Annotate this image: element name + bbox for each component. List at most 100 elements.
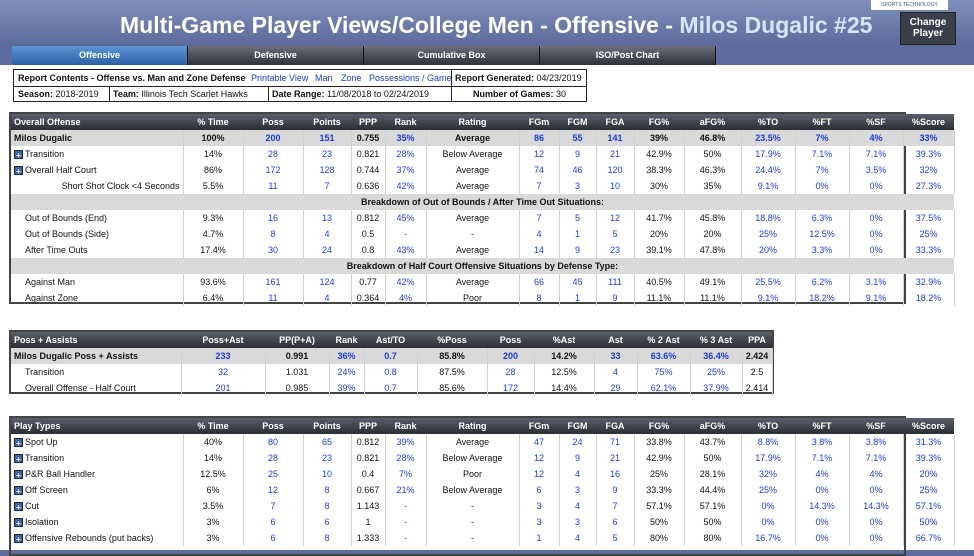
table-cell[interactable]: 55 xyxy=(559,130,596,146)
expand-icon[interactable]: + xyxy=(14,534,23,543)
tab-offensive[interactable]: Offensive xyxy=(12,46,188,65)
table-cell[interactable]: 4 xyxy=(594,364,637,380)
column-header[interactable]: aFG% xyxy=(684,114,741,130)
table-cell[interactable]: 0% xyxy=(849,226,903,242)
table-cell[interactable]: 5 xyxy=(596,226,634,242)
table-cell[interactable]: 36.4% xyxy=(690,348,742,364)
table-cell[interactable]: 20% xyxy=(903,466,954,482)
column-header[interactable]: Poss + Assists xyxy=(11,332,181,348)
table-cell[interactable]: 4 xyxy=(559,530,596,546)
table-cell[interactable]: 12 xyxy=(519,450,559,466)
table-cell[interactable]: 9 xyxy=(559,242,596,258)
table-cell[interactable]: 9.1% xyxy=(741,290,795,306)
table-cell[interactable]: 6.3% xyxy=(795,210,849,226)
table-cell[interactable]: 0% xyxy=(795,178,849,194)
table-cell[interactable]: 21% xyxy=(385,482,426,498)
table-cell[interactable]: 7% xyxy=(385,466,426,482)
expand-icon[interactable]: + xyxy=(14,470,23,479)
table-cell[interactable]: 20% xyxy=(741,242,795,258)
table-cell[interactable]: 12 xyxy=(519,146,559,162)
table-cell[interactable]: 4 xyxy=(303,226,351,242)
table-cell[interactable]: 1 xyxy=(559,226,596,242)
column-header[interactable]: %Score xyxy=(903,418,954,434)
column-header[interactable]: Poss xyxy=(487,332,534,348)
table-cell[interactable]: 124 xyxy=(303,274,351,290)
column-header[interactable]: %FT xyxy=(795,418,849,434)
table-cell[interactable]: 3 xyxy=(519,498,559,514)
table-cell[interactable]: 0% xyxy=(849,178,903,194)
table-cell[interactable]: 6 xyxy=(519,482,559,498)
table-cell[interactable]: 151 xyxy=(303,130,351,146)
table-cell[interactable]: 3 xyxy=(559,482,596,498)
table-cell[interactable]: 66 xyxy=(519,274,559,290)
table-cell[interactable]: 32% xyxy=(903,162,954,178)
column-header[interactable]: Ast xyxy=(594,332,637,348)
column-header[interactable]: FG% xyxy=(634,418,684,434)
table-cell[interactable]: 4 xyxy=(559,498,596,514)
table-cell[interactable]: - xyxy=(385,530,426,546)
column-header[interactable]: Play Types xyxy=(11,418,183,434)
table-cell[interactable]: 18.8% xyxy=(741,210,795,226)
table-cell[interactable]: 18.2% xyxy=(795,290,849,306)
table-cell[interactable]: 14.3% xyxy=(795,498,849,514)
table-cell[interactable]: 24 xyxy=(303,242,351,258)
table-cell[interactable]: 9 xyxy=(559,450,596,466)
tab-defensive[interactable]: Defensive xyxy=(188,46,364,65)
table-cell[interactable]: 33% xyxy=(903,130,954,146)
table-cell[interactable]: 18.2% xyxy=(903,290,954,306)
expand-icon[interactable]: + xyxy=(14,502,23,511)
column-header[interactable]: Poss xyxy=(243,114,303,130)
table-cell[interactable]: 7 xyxy=(243,498,303,514)
table-cell[interactable]: 0.7 xyxy=(364,380,417,396)
column-header[interactable]: PP(P+A) xyxy=(265,332,329,348)
table-cell[interactable]: 30 xyxy=(243,242,303,258)
column-header[interactable]: %SF xyxy=(849,114,903,130)
column-header[interactable]: PPP xyxy=(351,418,385,434)
table-cell[interactable]: 39.3% xyxy=(903,146,954,162)
table-cell[interactable]: 25% xyxy=(741,226,795,242)
table-cell[interactable]: 7.1% xyxy=(849,146,903,162)
table-cell[interactable]: 33.3% xyxy=(903,242,954,258)
table-cell[interactable]: 25% xyxy=(741,482,795,498)
table-cell[interactable]: 45 xyxy=(559,274,596,290)
table-cell[interactable]: 0% xyxy=(849,210,903,226)
column-header[interactable]: PPA xyxy=(742,332,772,348)
table-cell[interactable]: 5 xyxy=(559,210,596,226)
column-header[interactable]: Poss+Ast xyxy=(181,332,265,348)
table-cell[interactable]: 25% xyxy=(690,364,742,380)
table-cell[interactable]: 39% xyxy=(385,434,426,450)
table-cell[interactable]: 7.1% xyxy=(795,146,849,162)
table-cell[interactable]: 6.2% xyxy=(795,274,849,290)
column-header[interactable]: Points xyxy=(303,114,351,130)
table-cell[interactable]: 25.5% xyxy=(741,274,795,290)
column-header[interactable]: % 3 Ast xyxy=(690,332,742,348)
table-cell[interactable]: 4% xyxy=(385,290,426,306)
expand-icon[interactable]: + xyxy=(14,486,23,495)
table-cell[interactable]: 36% xyxy=(329,348,364,364)
table-cell[interactable]: 3 xyxy=(519,514,559,530)
table-cell[interactable]: 31.3% xyxy=(903,434,954,450)
table-cell[interactable]: 23 xyxy=(596,242,634,258)
change-player-button[interactable]: Change Player xyxy=(900,12,956,45)
zone-link[interactable]: Zone xyxy=(341,73,362,83)
table-cell[interactable]: 3 xyxy=(559,514,596,530)
table-cell[interactable]: 1 xyxy=(519,530,559,546)
table-cell[interactable]: 47 xyxy=(519,434,559,450)
column-header[interactable]: %Poss xyxy=(417,332,487,348)
table-cell[interactable]: 200 xyxy=(243,130,303,146)
table-cell[interactable]: 33 xyxy=(594,348,637,364)
table-cell[interactable]: 23 xyxy=(303,146,351,162)
table-cell[interactable]: 111 xyxy=(596,274,634,290)
table-cell[interactable]: 201 xyxy=(181,380,265,396)
table-cell[interactable]: 200 xyxy=(487,348,534,364)
table-cell[interactable]: 80 xyxy=(243,434,303,450)
column-header[interactable]: FG% xyxy=(634,114,684,130)
table-cell[interactable]: 8 xyxy=(519,290,559,306)
man-link[interactable]: Man xyxy=(315,73,333,83)
table-cell[interactable]: 7% xyxy=(795,162,849,178)
table-cell[interactable]: 39% xyxy=(329,380,364,396)
table-cell[interactable]: 4% xyxy=(795,466,849,482)
table-cell[interactable]: 24% xyxy=(329,364,364,380)
table-cell[interactable]: 6 xyxy=(596,514,634,530)
table-cell[interactable]: 25% xyxy=(903,226,954,242)
